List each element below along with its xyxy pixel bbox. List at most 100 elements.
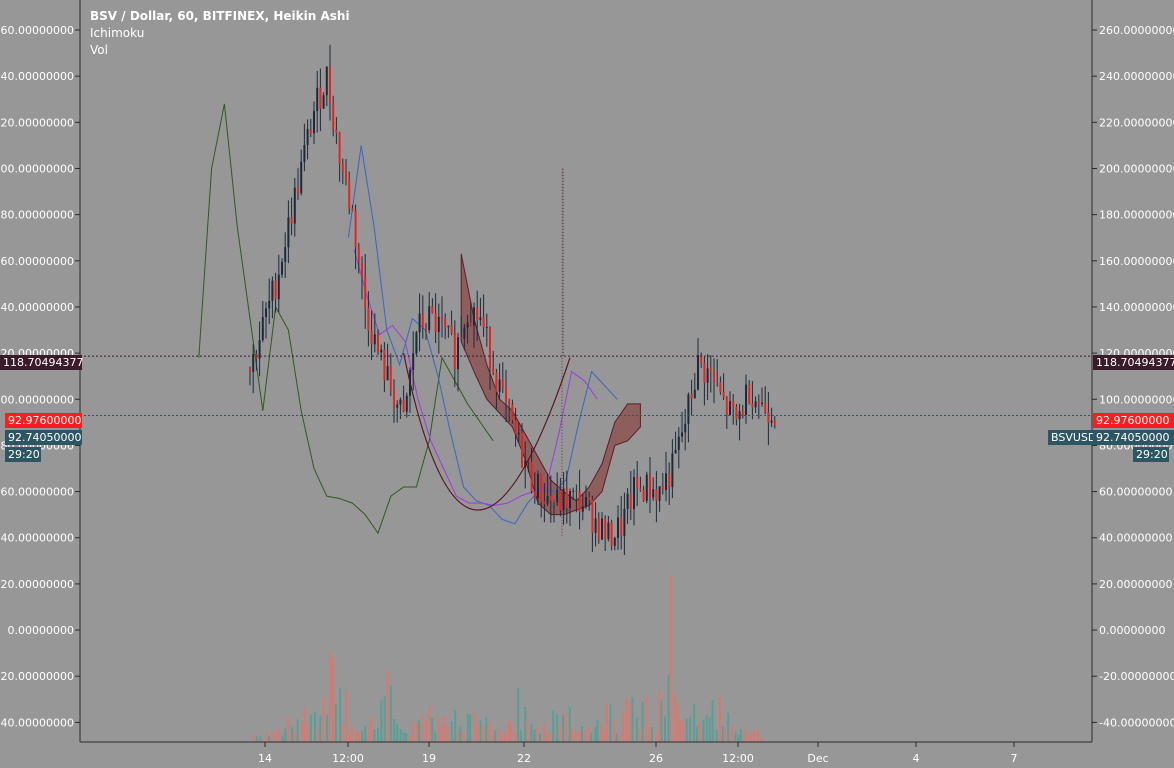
candle-body	[313, 111, 315, 134]
volume-bar	[431, 718, 434, 742]
candle-body	[373, 334, 376, 345]
volume-bar	[533, 729, 536, 742]
candle-body	[617, 517, 619, 539]
candle-body	[597, 518, 600, 540]
candle-body	[271, 280, 274, 301]
candle-body	[521, 432, 523, 468]
candle-body	[453, 333, 456, 370]
volume-bar	[316, 728, 319, 742]
candle-body	[594, 518, 597, 533]
volume-bar	[462, 731, 465, 742]
candle-body	[473, 307, 475, 326]
volume-bar	[425, 721, 428, 742]
candle-body	[434, 313, 437, 333]
candle-body	[261, 317, 264, 341]
volume-bar	[596, 719, 599, 742]
volume-bar	[277, 728, 280, 742]
volume-bar	[421, 714, 424, 742]
volume-bar	[737, 734, 740, 742]
volume-bar	[568, 706, 571, 742]
volume-bar	[693, 703, 696, 742]
candle-body	[508, 400, 511, 405]
volume-bar	[466, 713, 469, 742]
y-tick-label-left: 20.00000000	[1, 578, 74, 591]
candle-body	[428, 306, 431, 331]
candle-body	[306, 129, 309, 146]
candle-body	[697, 355, 699, 390]
volume-bar	[584, 729, 587, 742]
indicator-vol[interactable]: Vol	[90, 43, 108, 57]
candle-body	[745, 384, 747, 415]
candle-body	[645, 474, 648, 501]
candle-body	[485, 326, 488, 328]
candle-body	[357, 247, 360, 263]
candle-body	[575, 490, 578, 492]
y-tick-label-right: 180.00000000	[1099, 209, 1174, 222]
last-price-label-left: 92.97600000	[5, 413, 82, 428]
candle-body	[684, 423, 687, 433]
candle-body	[399, 399, 402, 405]
volume-bar	[689, 716, 692, 742]
candle-body	[751, 403, 754, 408]
volume-bar	[721, 726, 724, 742]
candle-body	[345, 171, 347, 181]
candle-body	[386, 365, 389, 381]
candle-body	[421, 313, 424, 329]
candle-body	[700, 355, 703, 364]
price-guides	[80, 168, 1092, 538]
candle-body	[623, 508, 626, 536]
volume-bar	[715, 729, 718, 742]
volume-bar	[676, 704, 679, 742]
candle-body	[441, 316, 443, 319]
candle-body	[540, 473, 543, 502]
volume-bar	[259, 736, 262, 742]
candle-body	[770, 420, 773, 423]
volume-bar	[664, 716, 666, 742]
volume-bar	[600, 722, 602, 742]
volume-bar	[574, 731, 577, 742]
volume-bar	[501, 735, 504, 742]
candle-body	[572, 490, 575, 492]
volume-bar	[303, 707, 306, 742]
candle-body	[290, 217, 293, 224]
volume-bar	[552, 710, 555, 742]
last-close-label-left: 92.74050000	[5, 430, 82, 445]
indicator-ichimoku[interactable]: Ichimoku	[90, 26, 145, 40]
volume-bar	[696, 727, 698, 742]
volume-bar	[364, 726, 367, 742]
volume-bar	[638, 728, 641, 742]
y-tick-label-left: 260.00000000	[0, 24, 74, 37]
volume-bar	[622, 712, 625, 742]
candle-body	[300, 161, 303, 194]
volume-bar	[367, 727, 370, 742]
candle-body	[431, 306, 434, 314]
volume-bar	[399, 729, 402, 742]
candle-body	[396, 404, 399, 408]
y-tick-label-right: 220.00000000	[1099, 116, 1174, 129]
y-tick-label-right: 0.00000000	[1099, 624, 1165, 637]
volume-bar	[723, 728, 726, 742]
volume-bar	[507, 719, 510, 742]
volume-bar	[457, 730, 460, 742]
volume-bar	[370, 717, 373, 742]
candle-body	[402, 399, 405, 412]
candle-body	[389, 365, 392, 391]
candle-body	[460, 337, 463, 339]
volume-bar	[718, 696, 721, 742]
volume-bar	[514, 731, 517, 742]
candle-body	[297, 187, 299, 194]
volume-bar	[669, 574, 672, 742]
y-tick-label-left: 40.00000000	[1, 532, 74, 545]
volume-bar	[459, 726, 462, 742]
candle-body	[316, 87, 319, 112]
candle-body	[735, 407, 738, 420]
candle-body	[601, 518, 603, 540]
volume-bar	[443, 715, 446, 742]
volume-bar	[556, 714, 559, 742]
level-high-label-left: 118.70494377	[0, 355, 83, 370]
volume-bar	[341, 724, 344, 742]
volume-bar	[590, 732, 593, 742]
candle-body	[457, 337, 459, 370]
candle-body	[639, 488, 642, 491]
